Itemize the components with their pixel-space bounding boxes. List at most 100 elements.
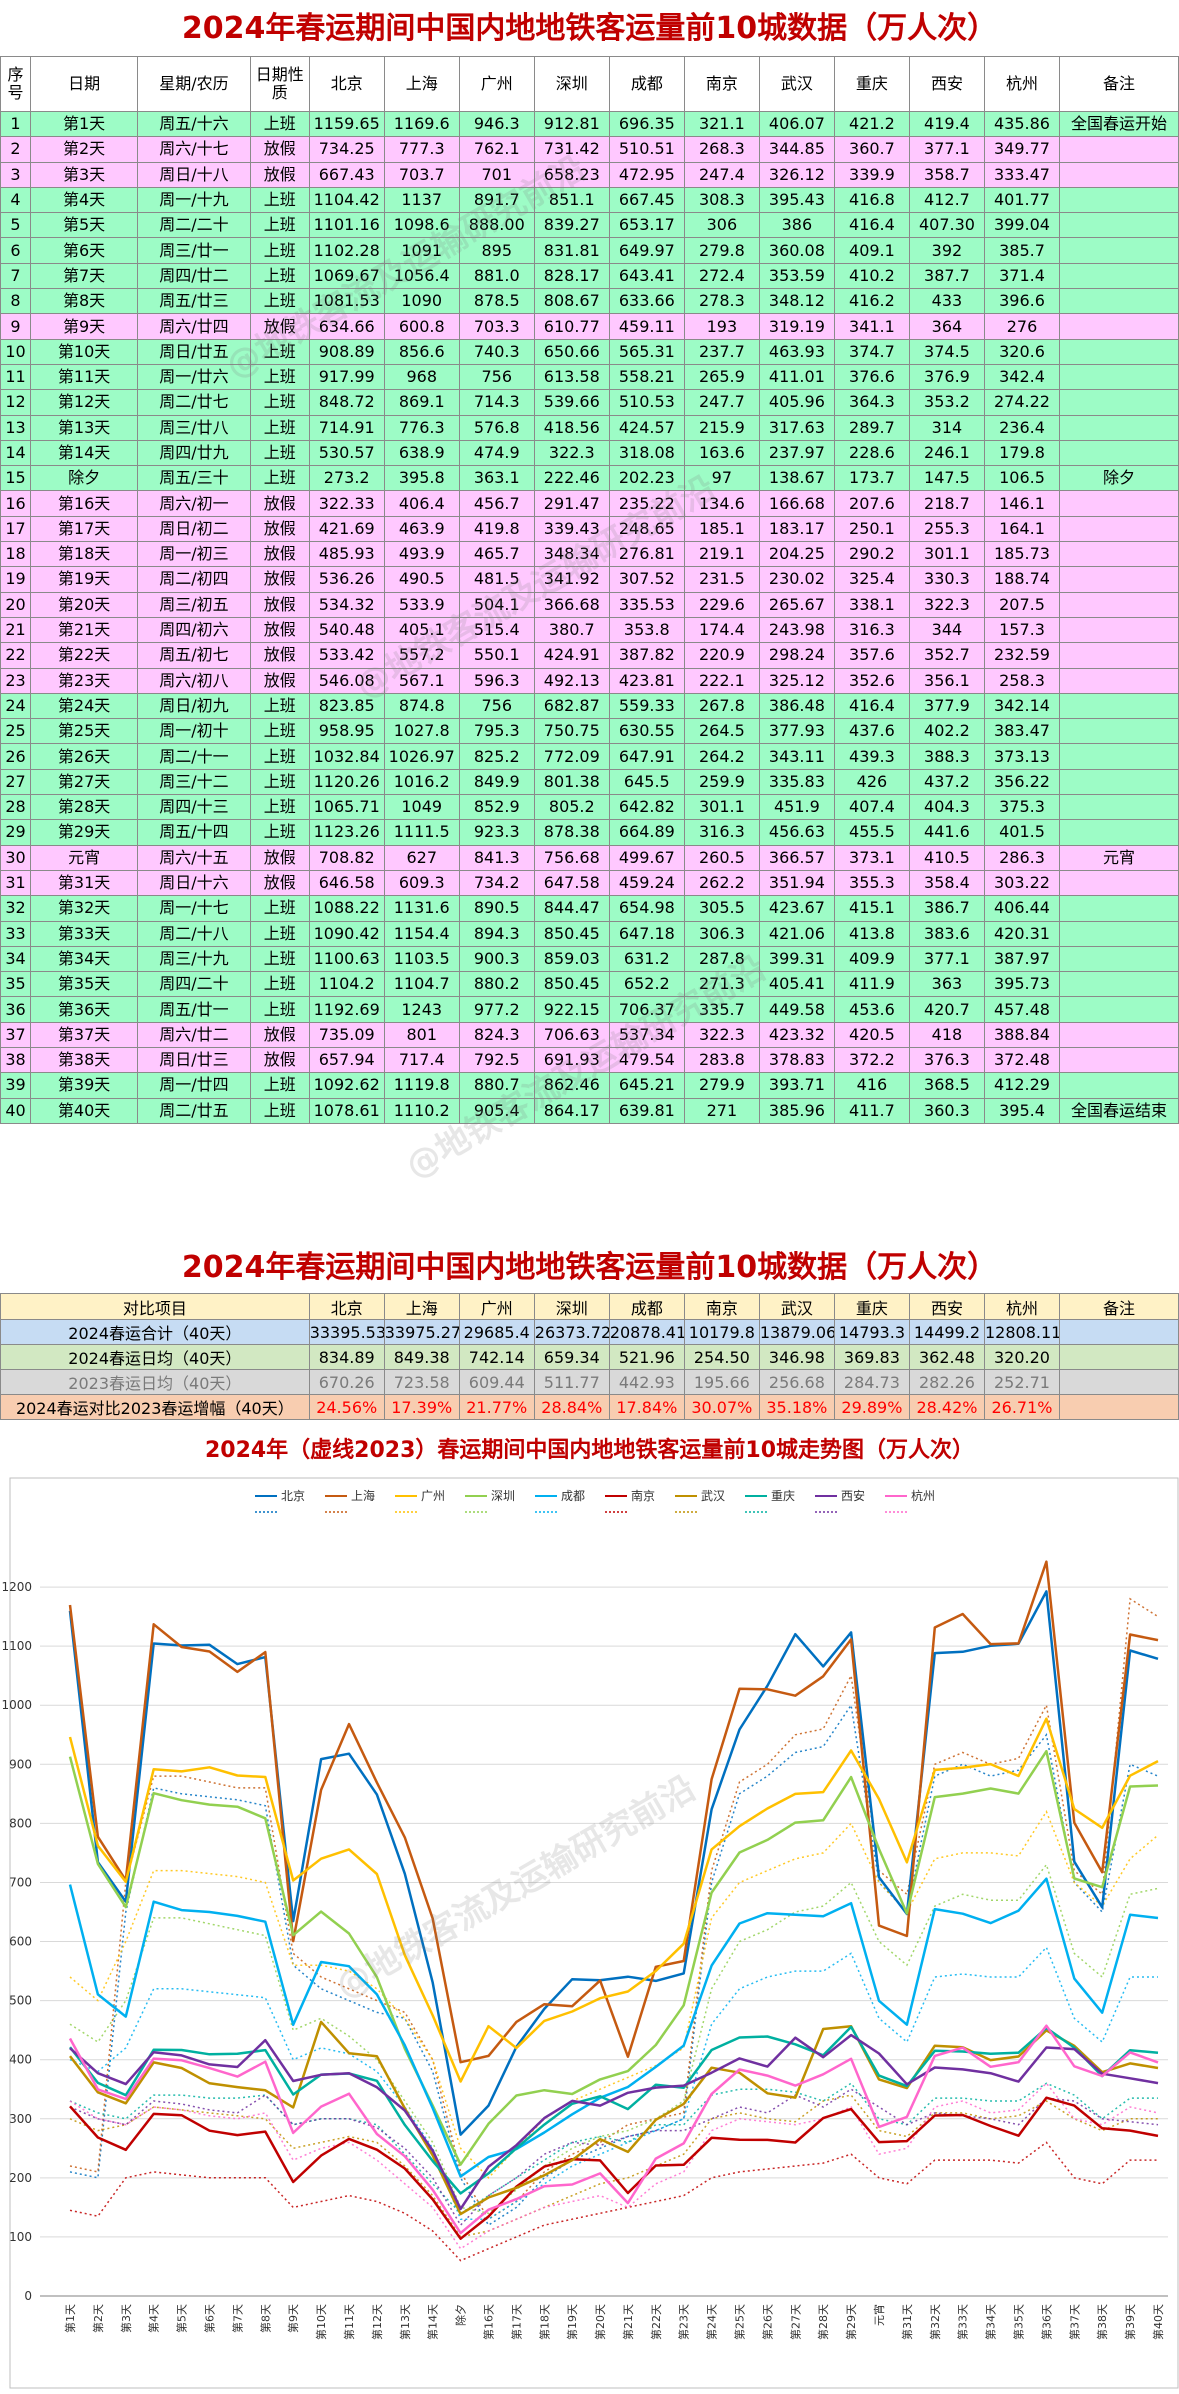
x-tick-label: 第4天 (147, 2304, 161, 2333)
table-cell: 上班 (249, 414, 310, 441)
table-cell: 14793.3 (833, 1319, 910, 1345)
table-cell: 40 (0, 1097, 31, 1124)
table-cell: 周四/廿二 (137, 262, 251, 290)
main-title: 2024年春运期间中国内地地铁客运量前10城数据（万人次） (181, 11, 998, 46)
table-cell: 905.4 (458, 1097, 535, 1124)
table-cell: 831.81 (533, 237, 610, 264)
table-cell: 20878.41 (608, 1319, 685, 1345)
table-row: 22 第22天 周五/初七 放假 533.42 557.2 550.1 424.91 387.8… (0, 642, 1179, 669)
table-cell: 639.81 (608, 1097, 685, 1124)
table-cell: 188.74 (983, 566, 1061, 593)
x-tick-label: 第33天 (956, 2304, 970, 2340)
legend-label: 北京 (281, 1489, 305, 1503)
x-tick-label: 第27天 (788, 2304, 802, 2340)
table-cell: 放假 (249, 1021, 310, 1048)
table-cell: 762.1 (458, 136, 535, 163)
table-cell (1059, 186, 1179, 214)
table-cell: 609.3 (383, 869, 460, 897)
table-cell: 777.3 (383, 136, 460, 163)
table-cell: 第37天 (29, 1021, 139, 1048)
table-cell: 841.3 (458, 844, 535, 871)
table-cell: 374.7 (833, 338, 910, 365)
x-tick-label: 第17天 (509, 2304, 523, 2340)
table-cell: 第26天 (29, 743, 139, 770)
table-cell: 533.42 (308, 642, 385, 669)
table-cell: 366.68 (533, 591, 610, 618)
table-cell: 335.53 (608, 591, 685, 618)
table-cell: 9 (0, 313, 31, 340)
table-cell: 17.39% (383, 1394, 460, 1420)
table-cell: 411.01 (758, 363, 835, 391)
table-cell: 536.26 (308, 566, 385, 593)
table-cell: 放假 (249, 541, 310, 568)
table-cell: 271 (683, 1097, 760, 1124)
table-cell: 325.4 (833, 566, 910, 593)
column-header: 杭州 (983, 1293, 1061, 1320)
y-tick-label: 1000 (1, 1698, 32, 1712)
table-cell: 714.3 (458, 389, 535, 416)
table-cell: 825.2 (458, 743, 535, 770)
table-cell: 373.13 (983, 743, 1061, 770)
table-cell: 29 (0, 819, 31, 846)
table-cell (1059, 1021, 1179, 1048)
table-cell: 850.45 (533, 971, 610, 998)
legend-label: 武汉 (701, 1489, 725, 1503)
table-cell: 1104.42 (308, 186, 385, 214)
table-cell: 1120.26 (308, 768, 385, 796)
table-cell (1059, 439, 1179, 467)
table-cell: 26 (0, 743, 31, 770)
table-cell: 380.7 (533, 616, 610, 644)
table-cell: 349.77 (983, 136, 1061, 163)
table-cell: 271.3 (683, 971, 760, 998)
table-cell: 360.3 (908, 1097, 985, 1124)
table-cell: 977.2 (458, 996, 535, 1023)
x-tick-label: 第11天 (342, 2304, 356, 2340)
x-tick-label: 第36天 (1039, 2304, 1053, 2340)
table-cell: 706.37 (608, 996, 685, 1023)
table-cell: 1078.61 (308, 1097, 385, 1124)
table-cell: 823.85 (308, 692, 385, 720)
table-cell: 848.72 (308, 389, 385, 416)
column-header: 重庆 (833, 56, 910, 112)
column-header: 南京 (683, 56, 760, 112)
table-cell: 358.4 (908, 869, 985, 897)
table-cell: 849.9 (458, 768, 535, 796)
table-cell: 第24天 (29, 692, 139, 720)
table-row: 29 第29天 周五/十四 上班 1123.26 1111.5 923.3 878.38 664… (0, 819, 1179, 846)
table-cell: 1110.2 (383, 1097, 460, 1124)
table-cell: 657.94 (308, 1046, 385, 1074)
table-cell: 402.2 (908, 718, 985, 745)
table-cell: 405.96 (758, 389, 835, 416)
column-header: 备注 (1059, 1293, 1179, 1320)
table-cell: 609.44 (458, 1369, 535, 1395)
table-cell: 207.6 (833, 490, 910, 517)
table-cell: 1092.62 (308, 1072, 385, 1099)
table-row: 14 第14天 周四/廿九 上班 530.57 638.9 474.9 322.3 318.08… (0, 439, 1179, 467)
table-cell: 643.41 (608, 262, 685, 290)
table-cell: 670.26 (308, 1369, 385, 1395)
x-tick-label: 第24天 (705, 2304, 719, 2340)
table-cell: 424.57 (608, 414, 685, 441)
table-cell: 第10天 (29, 338, 139, 365)
table-cell: 890.5 (458, 895, 535, 922)
table-cell: 26373.72 (533, 1319, 610, 1345)
table-row: 16 第16天 周六/初一 放假 322.33 406.4 456.7 291.47 235.2… (0, 490, 1179, 517)
table-cell: 22 (0, 642, 31, 669)
table-cell: 320.6 (983, 338, 1061, 365)
table-cell: 346.98 (758, 1344, 835, 1370)
table-cell: 1065.71 (308, 794, 385, 821)
table-cell: 364.3 (833, 389, 910, 416)
table-cell: 周日/廿五 (137, 338, 251, 365)
table-cell: 369.83 (833, 1344, 910, 1370)
x-tick-label: 第2天 (91, 2304, 105, 2333)
table-cell: 放假 (249, 591, 310, 618)
table-cell: 2 (0, 136, 31, 163)
table-cell: 416.4 (833, 692, 910, 720)
table-cell: 849.38 (383, 1344, 460, 1370)
table-cell: 上班 (249, 971, 310, 998)
table-cell: 645.21 (608, 1072, 685, 1099)
table-cell: 647.58 (533, 869, 610, 897)
table-cell: 968 (383, 363, 460, 391)
table-cell (1059, 490, 1179, 517)
table-cell: 399.31 (758, 945, 835, 973)
